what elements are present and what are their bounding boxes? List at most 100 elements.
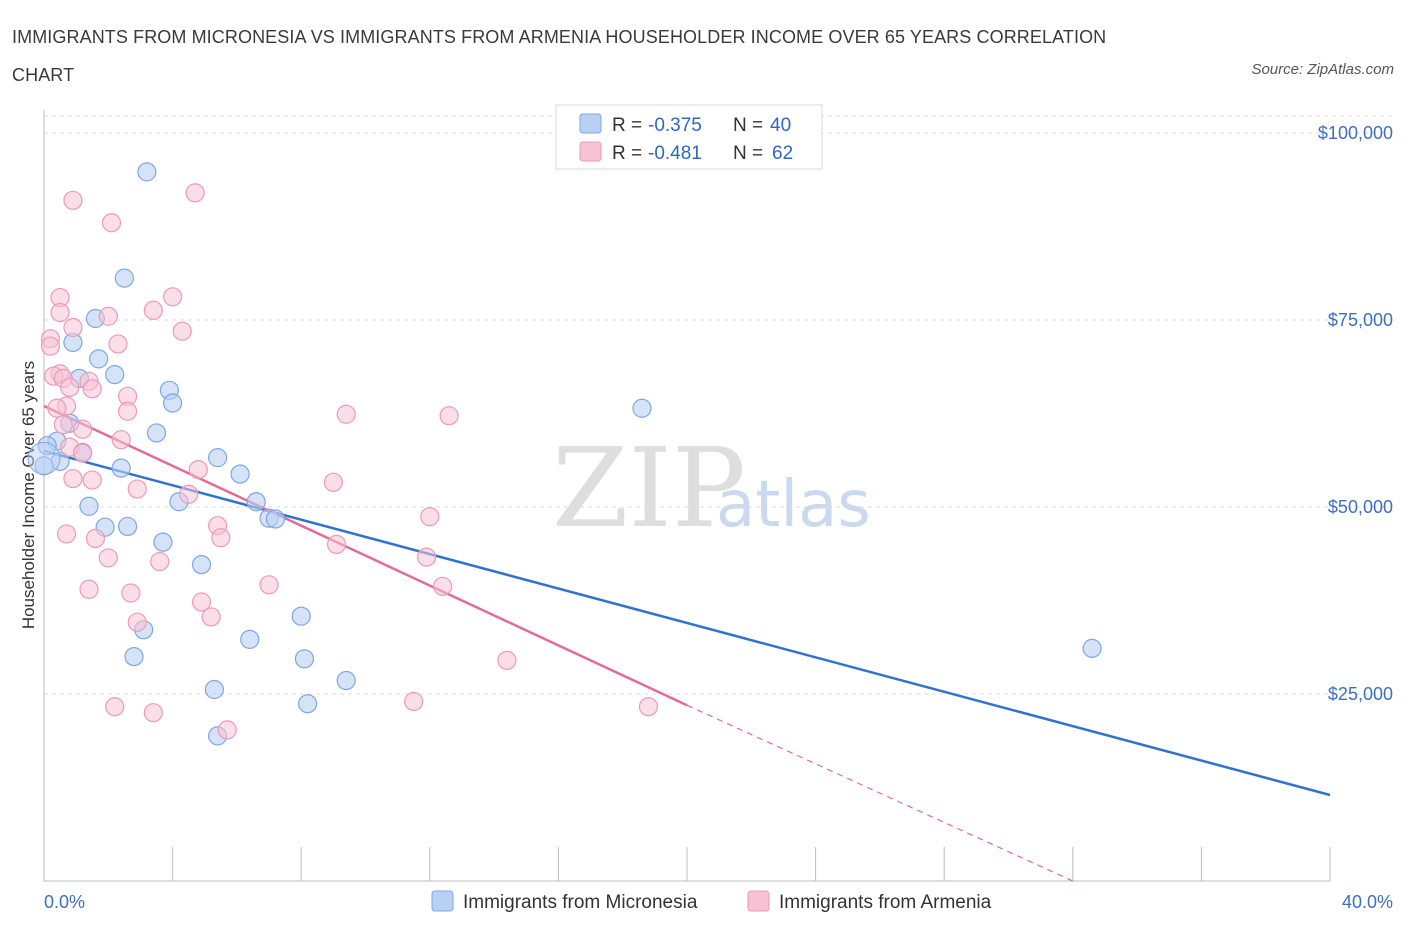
armenia-point (259, 575, 279, 595)
micronesia-point (111, 458, 131, 478)
armenia-point (416, 547, 437, 567)
armenia-point (172, 321, 192, 341)
armenia-point (179, 484, 199, 504)
micronesia-point (336, 670, 356, 691)
axes (43, 110, 1331, 882)
armenia-swatch (579, 141, 602, 162)
y-tick-labels: $25,000 $50,000 $75,000 $100,000 (1318, 123, 1393, 704)
micronesia-point (191, 554, 212, 575)
armenia-point (150, 552, 170, 572)
micronesia-point (153, 532, 173, 552)
y-tick-label: $25,000 (1328, 684, 1393, 704)
watermark-zip: ZIP (552, 424, 746, 552)
armenia-point (201, 607, 221, 627)
armenia-point (111, 430, 131, 450)
armenia-point (105, 697, 125, 717)
stats-legend: R = -0.375 N = 40 R = -0.481 N = 62 (555, 104, 823, 170)
micronesia-point (632, 398, 652, 418)
x-tick-label-min: 0.0% (44, 892, 85, 912)
micronesia-point (230, 464, 250, 484)
micronesia-point (89, 349, 109, 369)
micronesia-n-value: 40 (770, 115, 791, 136)
micronesia-point (265, 509, 286, 529)
armenia-point (56, 524, 77, 544)
y-tick-label: $75,000 (1328, 310, 1393, 330)
micronesia-point (137, 162, 157, 182)
armenia-point (108, 334, 128, 354)
micronesia-r-label: R = (612, 115, 642, 136)
armenia-point (127, 479, 147, 499)
micronesia-point (1082, 638, 1102, 658)
y-tick-label: $100,000 (1318, 123, 1393, 143)
armenia-point (101, 213, 122, 233)
armenia-point (50, 302, 70, 323)
armenia-point (404, 691, 424, 712)
legend-micronesia-swatch (431, 890, 454, 912)
armenia-n-value: 62 (772, 143, 793, 164)
armenia-point (40, 336, 61, 356)
armenia-point (63, 468, 83, 489)
armenia-point (53, 415, 73, 435)
micronesia-n-label: N = (733, 115, 763, 136)
armenia-point (497, 650, 517, 670)
micronesia-point (246, 492, 266, 512)
micronesia-point (114, 268, 134, 288)
micronesia-point (294, 649, 315, 669)
armenia-point (63, 317, 83, 338)
micronesia-point (146, 423, 167, 443)
armenia-point (63, 190, 83, 210)
legend-micronesia-label: Immigrants from Micronesia (463, 892, 698, 913)
x-tick-label-max: 40.0% (1342, 892, 1393, 912)
armenia-point (47, 398, 67, 418)
armenia-point (82, 470, 102, 490)
gridlines (44, 115, 1394, 695)
armenia-point (79, 579, 99, 599)
armenia-n-label: N = (733, 143, 763, 164)
armenia-point (127, 612, 147, 632)
micronesia-point (163, 393, 183, 413)
armenia-point (185, 183, 205, 203)
micronesia-r-value: -0.375 (648, 115, 702, 136)
armenia-trend-extension (686, 704, 1074, 882)
armenia-point (191, 592, 212, 612)
armenia-point (420, 507, 440, 527)
micronesia-point (27, 441, 61, 475)
armenia-trend-line (43, 404, 688, 707)
y-axis-label: Householder Income Over 65 years (19, 361, 38, 629)
armenia-point (85, 528, 106, 549)
armenia-point (60, 377, 80, 397)
armenia-point (117, 401, 138, 421)
armenia-point (98, 306, 118, 326)
micronesia-point (117, 516, 138, 537)
watermark-atlas: atlas (716, 468, 871, 542)
micronesia-point (204, 679, 224, 700)
micronesia-swatch (579, 113, 602, 134)
y-tick-label: $50,000 (1328, 497, 1393, 517)
armenia-point (72, 443, 93, 463)
armenia-point (143, 300, 163, 320)
armenia-point (323, 472, 343, 492)
legend-armenia-label: Immigrants from Armenia (779, 892, 992, 913)
legend-armenia-swatch (747, 890, 770, 912)
series-legend: Immigrants from Micronesia Immigrants fr… (431, 890, 992, 913)
armenia-r-value: -0.481 (648, 143, 702, 164)
micronesia-point (208, 448, 228, 468)
armenia-point (98, 548, 118, 568)
micronesia-point (124, 646, 144, 667)
armenia-point (163, 287, 183, 307)
micronesia-point (79, 496, 99, 516)
micronesia-point (105, 365, 125, 385)
armenia-r-label: R = (612, 143, 642, 164)
micronesia-point (240, 629, 260, 649)
micronesia-point (291, 606, 311, 626)
armenia-point (211, 528, 231, 548)
armenia-point (143, 703, 163, 723)
armenia-point (326, 534, 347, 555)
chart-title: IMMIGRANTS FROM MICRONESIA VS IMMIGRANTS… (12, 27, 1107, 85)
armenia-point (638, 697, 659, 717)
armenia-point (433, 576, 453, 596)
armenia-point (439, 406, 459, 426)
armenia-point (82, 379, 102, 399)
source-credit: Source: ZipAtlas.com (1251, 61, 1394, 78)
